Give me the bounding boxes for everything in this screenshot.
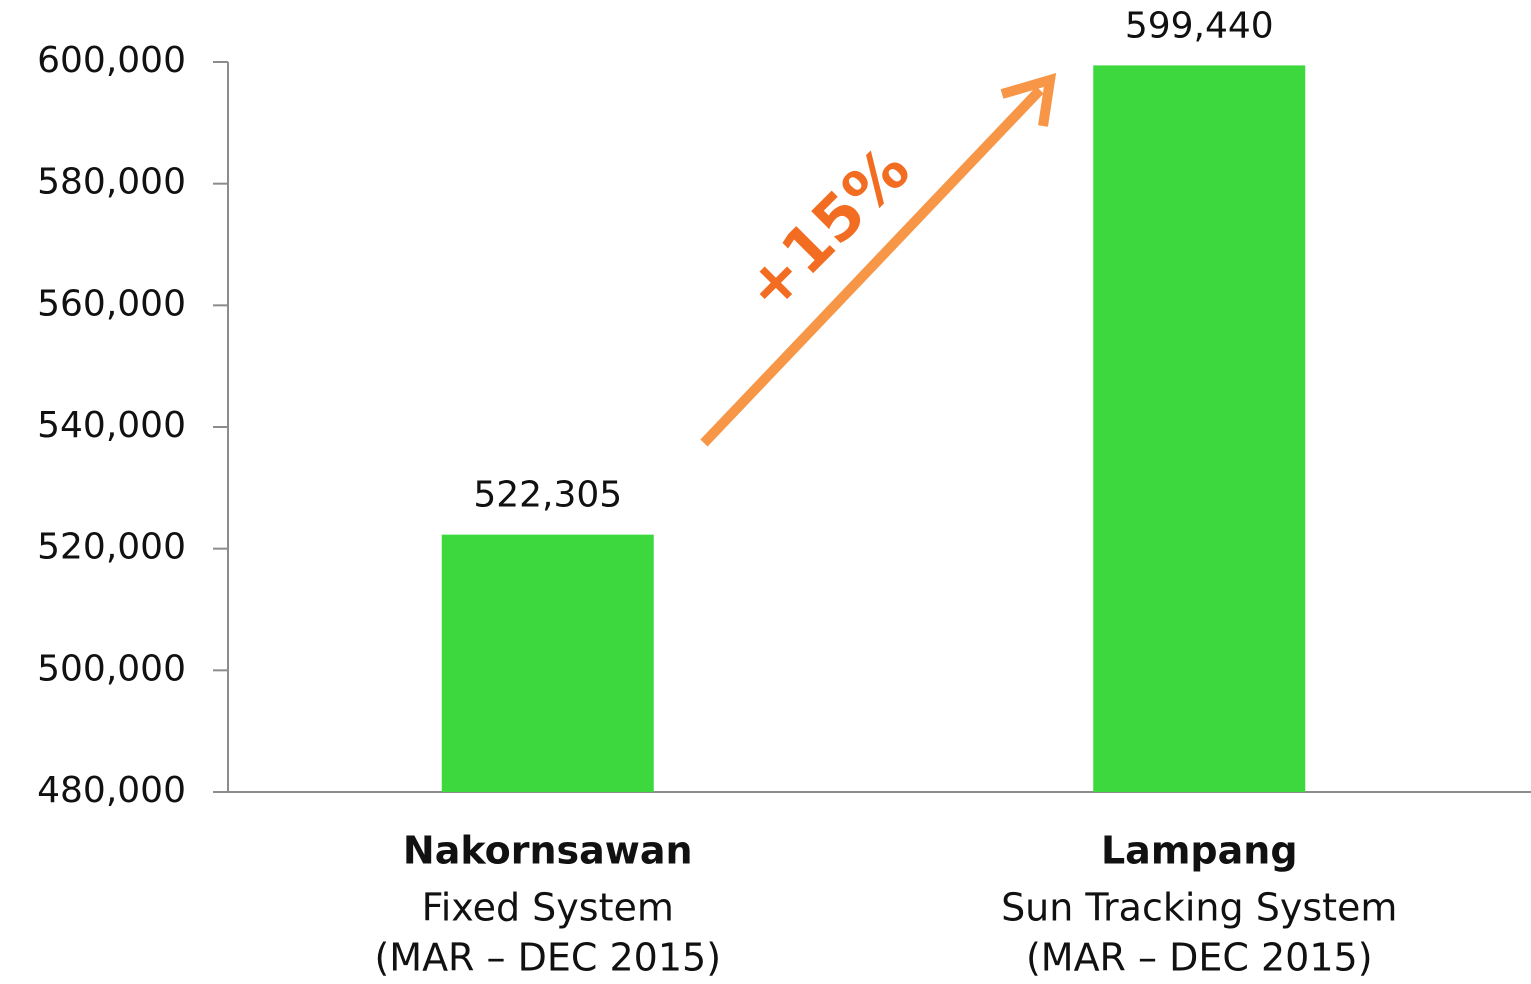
x-tick-label: Nakornsawan [403,829,693,873]
y-tick-label: 540,000 [37,405,186,446]
bar [1093,65,1306,792]
y-tick-label: 520,000 [37,527,186,568]
y-tick-label: 600,000 [37,40,186,81]
value-label: 599,440 [1125,5,1274,46]
x-tick-sublabel: Sun Tracking System [1001,886,1397,930]
x-tick-sublabel: (MAR – DEC 2015) [374,936,721,980]
arrow-shaft [700,86,1044,447]
y-tick-label: 580,000 [37,162,186,203]
bar [441,534,654,792]
annotation: +15% [730,132,923,325]
y-tick-label: 500,000 [37,648,186,689]
y-tick-label: 480,000 [37,770,186,811]
x-tick-sublabel: (MAR – DEC 2015) [1026,936,1373,980]
arrow-head [1000,73,1057,127]
annotation-arrow [700,73,1057,447]
y-tick-label: 560,000 [37,283,186,324]
value-label: 522,305 [473,475,622,516]
x-tick-sublabel: Fixed System [422,886,674,930]
x-tick-label: Lampang [1101,829,1298,873]
